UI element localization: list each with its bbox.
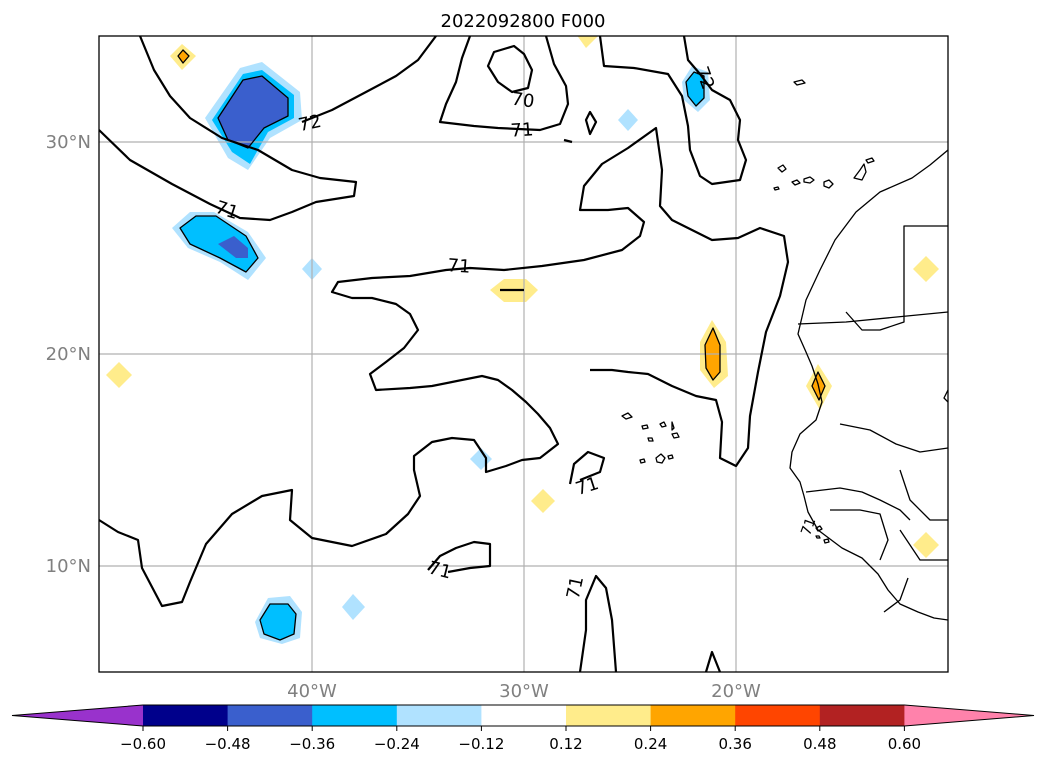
lon-label-20w: 20°W [711, 681, 761, 702]
gridlines [99, 36, 948, 672]
country-border [899, 529, 948, 561]
positive-anomaly-patch [913, 256, 939, 282]
negative-anomaly-patch [218, 236, 248, 258]
colorbar-tick-label: −0.48 [205, 735, 251, 753]
colorbar-segment [312, 705, 398, 726]
colorbar-tick-label: 0.48 [803, 735, 836, 753]
colorbar-tick-label: 0.36 [718, 735, 751, 753]
negative-anomaly-patch [218, 76, 288, 148]
positive-anomaly-patch [106, 362, 132, 388]
lat-label-30n: 30°N [46, 132, 91, 153]
country-border [797, 311, 948, 325]
colorbar-segment [396, 705, 482, 726]
positive-anomaly-patch [577, 36, 598, 48]
colorbar-tick-label: −0.36 [289, 735, 335, 753]
negative-anomaly-patch [618, 109, 638, 131]
isoline [584, 110, 598, 136]
contour-label: 71 [563, 574, 588, 601]
anomaly-shading [106, 36, 939, 644]
colorbar-segment [566, 705, 652, 726]
isoline [301, 36, 437, 124]
colorbar-segment [650, 705, 736, 726]
colorbar-tick-label: 0.60 [888, 735, 921, 753]
country-border [845, 225, 948, 331]
colorbar-tick-label: 0.12 [549, 735, 582, 753]
contour-lines [99, 36, 790, 672]
negative-anomaly-patch [342, 594, 365, 620]
isoline [99, 36, 358, 222]
west-coast-islands [815, 525, 830, 544]
lat-label-20n: 20°N [46, 344, 91, 365]
isoline [486, 44, 534, 94]
contour-labels: 72 70 71 71 71 71 71 71 72 71 [213, 64, 820, 601]
coastlines [621, 79, 948, 621]
positive-anomaly-patch [531, 489, 555, 513]
colorbar-extend-high [904, 705, 1034, 726]
lat-label-10n: 10°N [46, 556, 91, 577]
country-border [839, 423, 948, 453]
contour-label: 71 [798, 516, 819, 538]
cape-verde-islands [621, 412, 680, 464]
isoline [598, 36, 748, 186]
country-border [883, 577, 909, 613]
isoline [563, 138, 573, 144]
negative-anomaly-patch [260, 604, 296, 640]
colorbar-segment [481, 705, 567, 726]
map-area: 72 70 71 71 71 71 71 71 72 71 [99, 36, 948, 672]
colorbar-segment [227, 705, 313, 726]
madeira-islands [793, 79, 806, 86]
map-title: 2022092800 F000 [441, 11, 606, 32]
canary-islands [773, 157, 875, 191]
contour-label: 71 [426, 558, 453, 584]
africa-coastline [789, 149, 948, 621]
latitude-labels: 30°N 20°N 10°N [46, 132, 91, 577]
isoline [438, 36, 570, 132]
colorbar: −0.60 −0.48 −0.36 −0.24 −0.12 0.12 0.24 0.36 0.4… [11, 704, 1035, 753]
contour-label: 72 [297, 111, 324, 136]
contour-label: 70 [510, 89, 536, 113]
coastline-edge [943, 389, 948, 403]
contour-label: 71 [510, 119, 534, 142]
anomaly-outlines [177, 49, 826, 641]
isoline [568, 450, 606, 485]
contour-label: 71 [447, 255, 471, 278]
colorbar-tick-label: −0.60 [120, 735, 166, 753]
colorbar-tick-label: −0.24 [374, 735, 420, 753]
lon-label-40w: 40°W [287, 681, 337, 702]
isoline [704, 650, 722, 672]
longitude-labels: 40°W 30°W 20°W [287, 681, 761, 702]
map-frame [98, 35, 949, 673]
isoline [427, 540, 492, 574]
country-border [899, 469, 948, 521]
positive-anomaly-patch [913, 532, 939, 558]
colorbar-segment [143, 705, 229, 726]
isoline [99, 126, 790, 608]
lon-label-30w: 30°W [499, 681, 549, 702]
colorbar-extend-low [12, 705, 143, 726]
country-border [830, 509, 889, 561]
contour-label: 71 [573, 473, 601, 500]
colorbar-tick-label: 0.24 [634, 735, 667, 753]
isoline [578, 574, 618, 672]
negative-anomaly-patch [686, 72, 704, 106]
colorbar-segment [735, 705, 821, 726]
colorbar-segment [819, 705, 905, 726]
country-border [805, 487, 911, 521]
colorbar-tick-label: −0.12 [458, 735, 504, 753]
